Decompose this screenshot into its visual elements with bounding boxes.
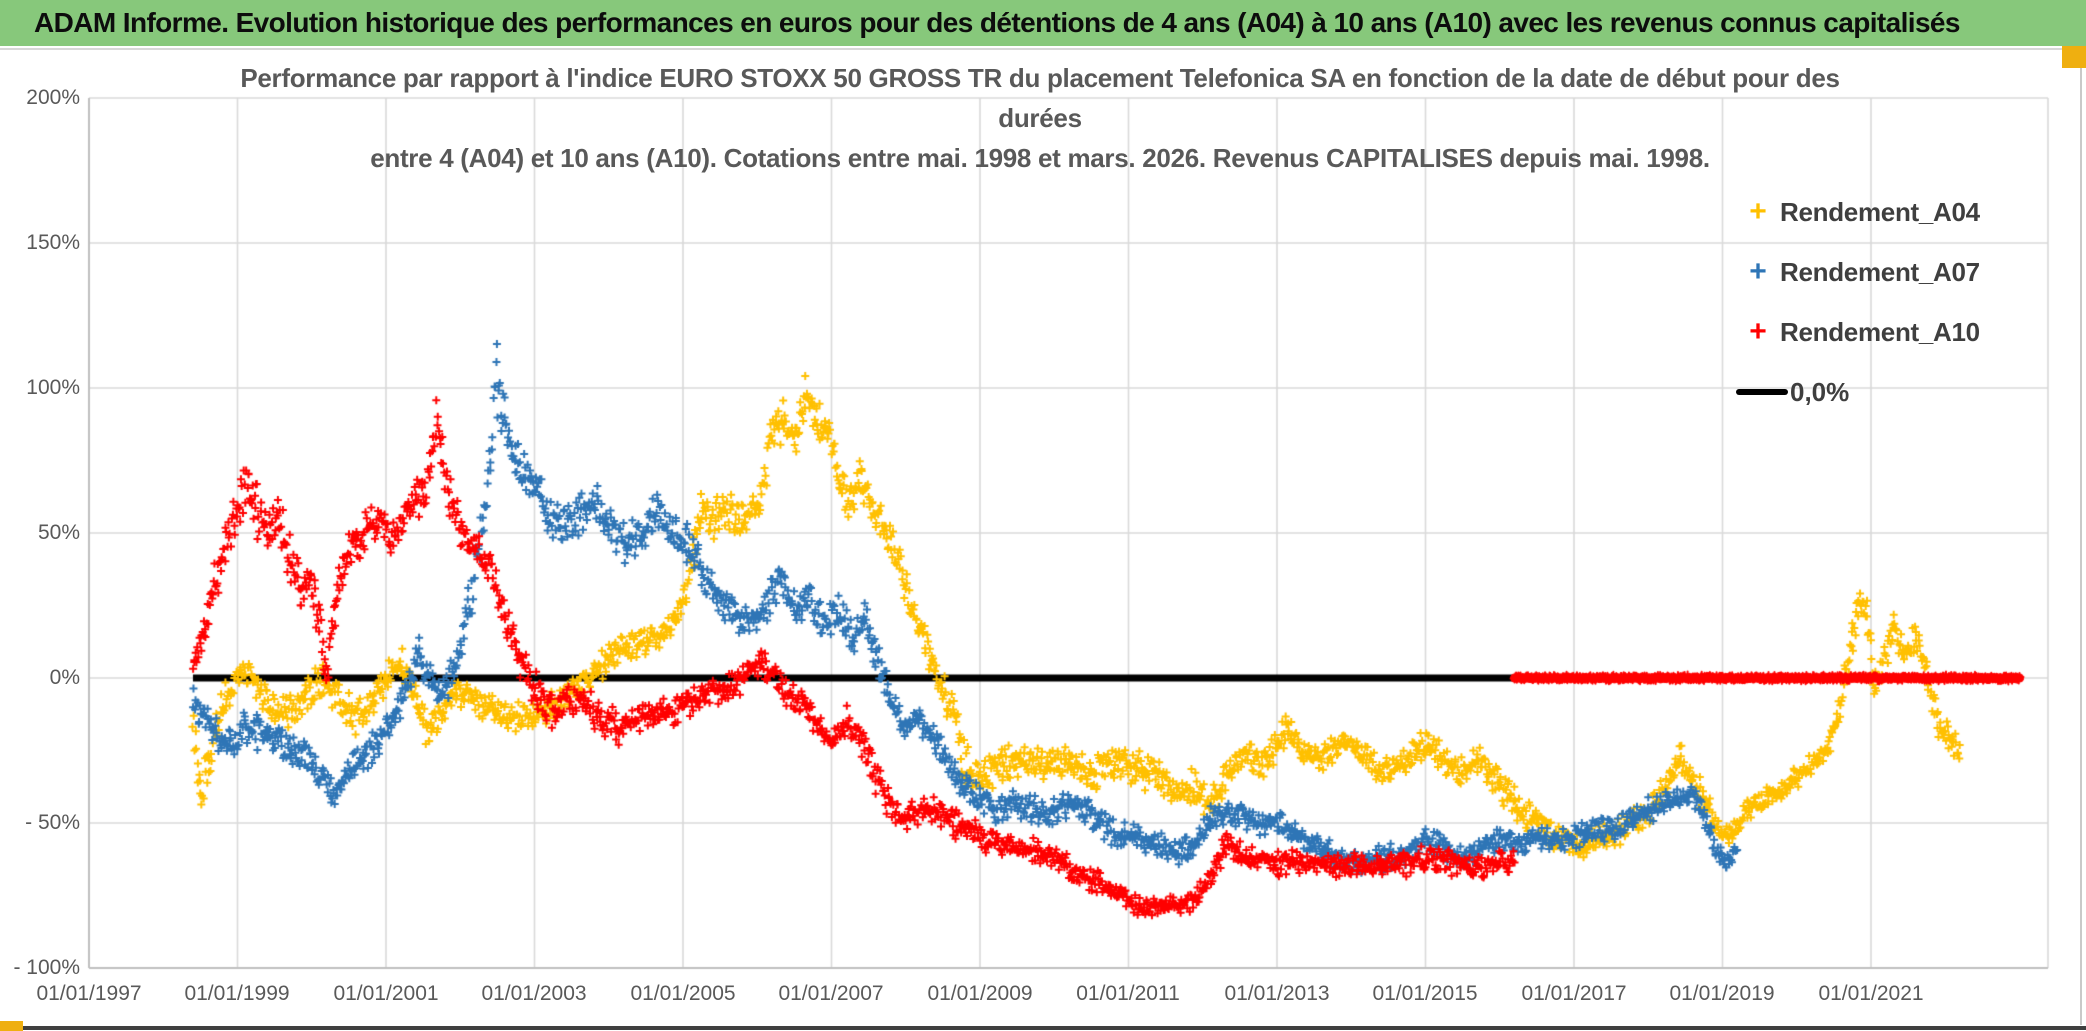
plus-marker-icon: +	[1749, 315, 1767, 348]
legend-item-a07: + Rendement_A07	[1736, 242, 1980, 302]
legend-item-a10: + Rendement_A10	[1736, 302, 1980, 362]
x-tick-2017: 01/01/2017	[1521, 982, 1627, 1005]
x-tick-2011: 01/01/2011	[1076, 982, 1180, 1005]
x-tick-2019: 01/01/2019	[1669, 982, 1775, 1005]
y-tick-50: 50%	[37, 521, 80, 544]
y-tick-neg50: - 50%	[25, 811, 80, 834]
panel-top-divider	[0, 48, 2066, 50]
x-tick-1997: 01/01/1997	[36, 982, 142, 1005]
x-tick-2015: 01/01/2015	[1372, 982, 1478, 1005]
x-tick-2003: 01/01/2003	[481, 982, 587, 1005]
x-tick-1999: 01/01/1999	[184, 982, 290, 1005]
legend-label: Rendement_A10	[1780, 316, 1980, 347]
x-tick-2005: 01/01/2005	[630, 982, 736, 1005]
gold-corner-accent-top-right	[2062, 46, 2086, 68]
x-tick-2013: 01/01/2013	[1224, 982, 1330, 1005]
chart-title-line2: entre 4 (A04) et 10 ans (A10). Cotations…	[370, 143, 1710, 173]
gold-corner-accent-bottom-left	[0, 1021, 23, 1031]
x-tick-2007: 01/01/2007	[778, 982, 884, 1005]
header-bar: ADAM Informe. Evolution historique des p…	[0, 0, 2086, 46]
plus-marker-icon: +	[1749, 255, 1767, 288]
x-tick-2009: 01/01/2009	[927, 982, 1033, 1005]
legend-label: Rendement_A04	[1780, 196, 1980, 227]
y-tick-200: 200%	[26, 86, 80, 109]
legend-item-a04: + Rendement_A04	[1736, 182, 1980, 242]
y-tick-0: 0%	[49, 666, 80, 689]
y-tick-100: 100%	[26, 376, 80, 399]
legend: + Rendement_A04 + Rendement_A07 + Rendem…	[1736, 182, 1980, 422]
plus-marker-icon: +	[1749, 195, 1767, 228]
legend-item-zero-line: 0,0%	[1736, 362, 1980, 422]
x-tick-2021: 01/01/2021	[1818, 982, 1924, 1005]
y-tick-neg100: - 100%	[13, 956, 80, 979]
x-tick-2001: 01/01/2001	[333, 982, 439, 1005]
chart-title: Performance par rapport à l'indice EURO …	[240, 58, 1840, 178]
page-title: ADAM Informe. Evolution historique des p…	[34, 7, 1960, 38]
panel-right-divider	[2080, 50, 2082, 1025]
bottom-edge-line	[23, 1026, 2086, 1030]
y-tick-150: 150%	[26, 231, 80, 254]
legend-label: 0,0%	[1790, 376, 1850, 407]
legend-label: Rendement_A07	[1780, 256, 1980, 287]
chart-title-line1: Performance par rapport à l'indice EURO …	[240, 63, 1840, 133]
zero-line-swatch	[1736, 389, 1788, 395]
